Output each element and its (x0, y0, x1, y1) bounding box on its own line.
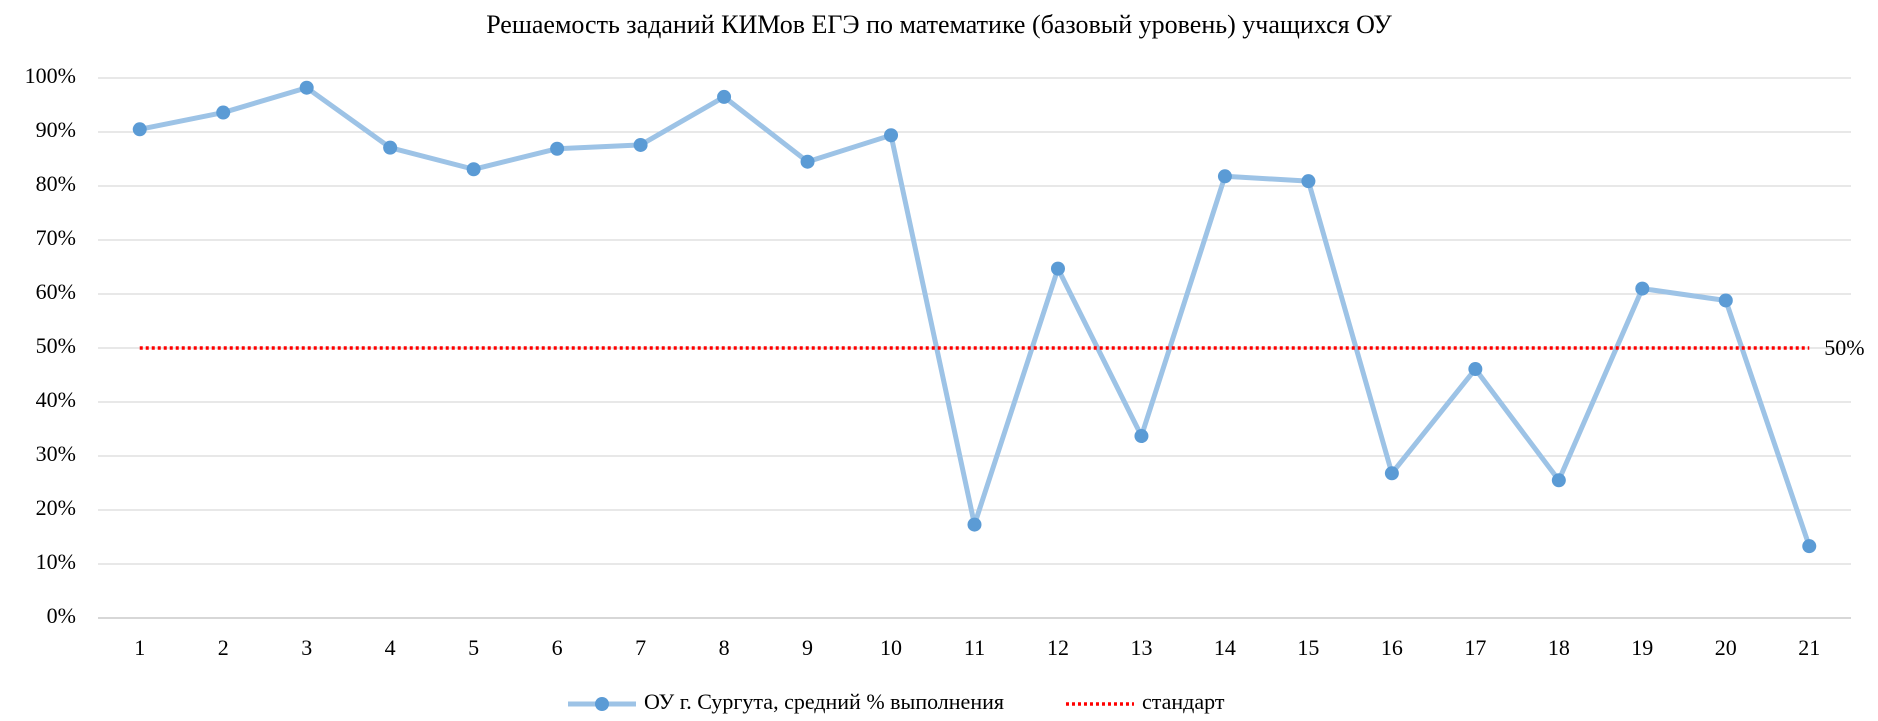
x-tick-label: 19 (1631, 635, 1653, 660)
point (383, 140, 398, 155)
x-tick-label: 17 (1464, 635, 1486, 660)
chart-title: Решаемость заданий КИМов ЕГЭ по математи… (486, 10, 1392, 39)
point (1468, 362, 1483, 377)
x-tick-label: 21 (1798, 635, 1820, 660)
legend-label: стандарт (1142, 689, 1225, 714)
x-tick-label: 20 (1715, 635, 1737, 660)
point (1301, 174, 1316, 189)
point (299, 80, 314, 95)
point (1718, 293, 1733, 308)
y-tick-label: 80% (36, 171, 76, 196)
y-tick-label: 40% (36, 387, 76, 412)
x-tick-label: 2 (218, 635, 229, 660)
point (466, 162, 481, 177)
point (967, 517, 982, 532)
legend-marker (595, 697, 609, 711)
data-label: 50% (1824, 335, 1864, 360)
x-tick-label: 12 (1047, 635, 1069, 660)
x-tick-label: 6 (552, 635, 563, 660)
point (1635, 281, 1650, 296)
point (1802, 539, 1817, 554)
x-tick-label: 16 (1381, 635, 1403, 660)
y-tick-label: 30% (36, 441, 76, 466)
legend-label: ОУ г. Сургута, средний % выполнения (644, 689, 1004, 714)
point (550, 141, 565, 156)
x-tick-label: 1 (134, 635, 145, 660)
x-tick-label: 10 (880, 635, 902, 660)
x-tick-label: 7 (635, 635, 646, 660)
y-tick-label: 0% (47, 603, 76, 628)
point (1217, 169, 1232, 184)
y-tick-label: 100% (25, 63, 76, 88)
x-tick-label: 3 (301, 635, 312, 660)
x-tick-label: 8 (719, 635, 730, 660)
point (717, 89, 732, 104)
y-tick-label: 10% (36, 549, 76, 574)
y-tick-label: 20% (36, 495, 76, 520)
point (800, 154, 815, 169)
point (633, 137, 648, 152)
point (1551, 473, 1566, 488)
point (1134, 429, 1149, 444)
point (132, 122, 147, 137)
x-tick-label: 4 (385, 635, 396, 660)
point (216, 105, 231, 120)
y-tick-label: 60% (36, 279, 76, 304)
x-tick-label: 5 (468, 635, 479, 660)
x-tick-label: 18 (1548, 635, 1570, 660)
x-tick-label: 13 (1130, 635, 1152, 660)
y-tick-label: 90% (36, 117, 76, 142)
point (1050, 261, 1065, 276)
x-tick-label: 14 (1214, 635, 1236, 660)
x-tick-label: 9 (802, 635, 813, 660)
point (1384, 466, 1399, 481)
point (884, 128, 899, 143)
y-tick-label: 50% (36, 333, 76, 358)
x-tick-label: 11 (964, 635, 985, 660)
y-tick-label: 70% (36, 225, 76, 250)
x-tick-label: 15 (1297, 635, 1319, 660)
